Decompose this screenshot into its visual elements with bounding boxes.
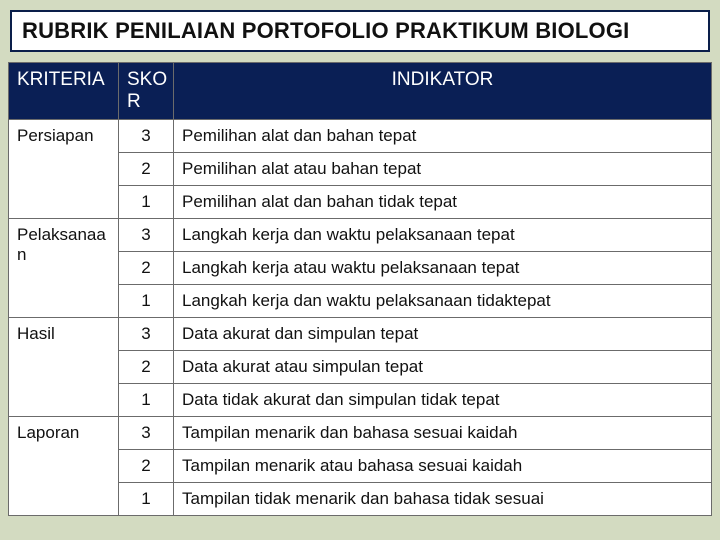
header-skor: SKO R [119, 63, 174, 120]
cell-skor: 3 [119, 417, 174, 450]
table-row: Hasil3Data akurat dan simpulan tepat [9, 318, 712, 351]
cell-skor: 1 [119, 186, 174, 219]
cell-skor: 2 [119, 153, 174, 186]
table-row: Laporan3Tampilan menarik dan bahasa sesu… [9, 417, 712, 450]
cell-kriteria: Pelaksanaa n [9, 219, 119, 318]
cell-indikator: Data akurat dan simpulan tepat [174, 318, 712, 351]
table-body: Persiapan3Pemilihan alat dan bahan tepat… [9, 120, 712, 516]
cell-indikator: Tampilan menarik atau bahasa sesuai kaid… [174, 450, 712, 483]
cell-indikator: Data tidak akurat dan simpulan tidak tep… [174, 384, 712, 417]
header-indikator: INDIKATOR [174, 63, 712, 120]
cell-skor: 2 [119, 450, 174, 483]
cell-skor: 3 [119, 219, 174, 252]
cell-skor: 1 [119, 285, 174, 318]
cell-skor: 1 [119, 384, 174, 417]
cell-indikator: Pemilihan alat dan bahan tepat [174, 120, 712, 153]
cell-indikator: Tampilan tidak menarik dan bahasa tidak … [174, 483, 712, 516]
cell-skor: 1 [119, 483, 174, 516]
cell-indikator: Data akurat atau simpulan tepat [174, 351, 712, 384]
cell-indikator: Langkah kerja dan waktu pelaksanaan tida… [174, 285, 712, 318]
table-header-row: KRITERIA SKO R INDIKATOR [9, 63, 712, 120]
table-row: Persiapan3Pemilihan alat dan bahan tepat [9, 120, 712, 153]
cell-indikator: Langkah kerja dan waktu pelaksanaan tepa… [174, 219, 712, 252]
title-box: RUBRIK PENILAIAN PORTOFOLIO PRAKTIKUM BI… [10, 10, 710, 52]
rubric-table: KRITERIA SKO R INDIKATOR Persiapan3Pemil… [8, 62, 712, 516]
cell-skor: 2 [119, 252, 174, 285]
cell-skor: 3 [119, 318, 174, 351]
cell-indikator: Tampilan menarik dan bahasa sesuai kaida… [174, 417, 712, 450]
cell-kriteria: Persiapan [9, 120, 119, 219]
cell-indikator: Pemilihan alat atau bahan tepat [174, 153, 712, 186]
cell-indikator: Langkah kerja atau waktu pelaksanaan tep… [174, 252, 712, 285]
table-row: Pelaksanaa n3Langkah kerja dan waktu pel… [9, 219, 712, 252]
cell-kriteria: Hasil [9, 318, 119, 417]
cell-kriteria: Laporan [9, 417, 119, 516]
cell-indikator: Pemilihan alat dan bahan tidak tepat [174, 186, 712, 219]
header-kriteria: KRITERIA [9, 63, 119, 120]
cell-skor: 3 [119, 120, 174, 153]
page-title: RUBRIK PENILAIAN PORTOFOLIO PRAKTIKUM BI… [22, 18, 629, 43]
cell-skor: 2 [119, 351, 174, 384]
